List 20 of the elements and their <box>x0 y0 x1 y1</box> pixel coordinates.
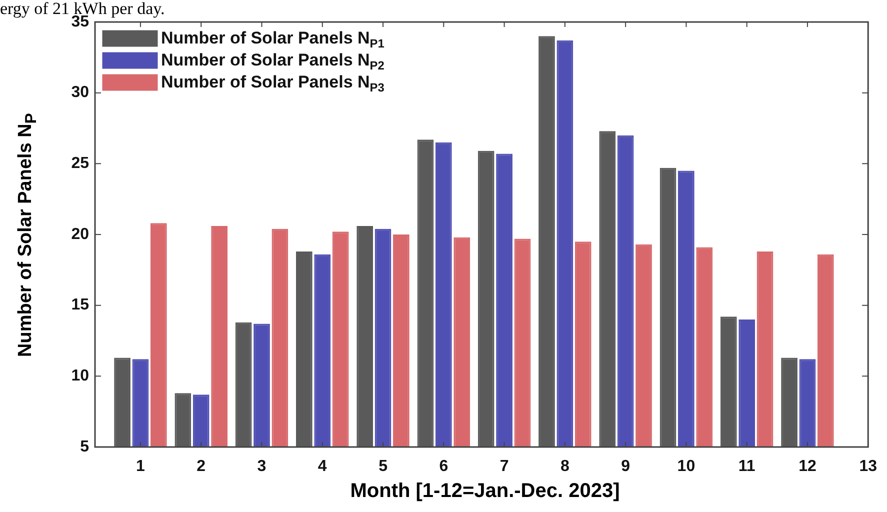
y-tick-label: 25 <box>71 155 90 172</box>
y-tick-label: 30 <box>71 84 90 102</box>
x-tick-label: 2 <box>196 458 206 476</box>
x-tick-label: 7 <box>500 458 509 476</box>
x-tick-label: 9 <box>621 458 630 476</box>
x-tick-label: 12 <box>798 458 816 476</box>
x-tick-label: 5 <box>378 458 388 476</box>
x-tick-label: 11 <box>738 458 756 476</box>
y-tick-label: 5 <box>80 438 90 456</box>
x-tick-label: 8 <box>560 458 570 476</box>
x-tick-label: 6 <box>439 458 448 476</box>
x-tick-label: 13 <box>859 458 878 476</box>
x-axis-title: Month [1-12=Jan.-Dec. 2023] <box>350 480 620 503</box>
x-tick-label: 3 <box>257 458 266 476</box>
y-tick-label: 10 <box>71 368 90 385</box>
x-tick-label: 4 <box>318 458 327 476</box>
y-tick-label: 15 <box>71 296 90 314</box>
x-tick-label: 1 <box>136 458 146 476</box>
x-tick-label: 10 <box>677 458 696 476</box>
y-tick-label: 20 <box>71 226 90 243</box>
